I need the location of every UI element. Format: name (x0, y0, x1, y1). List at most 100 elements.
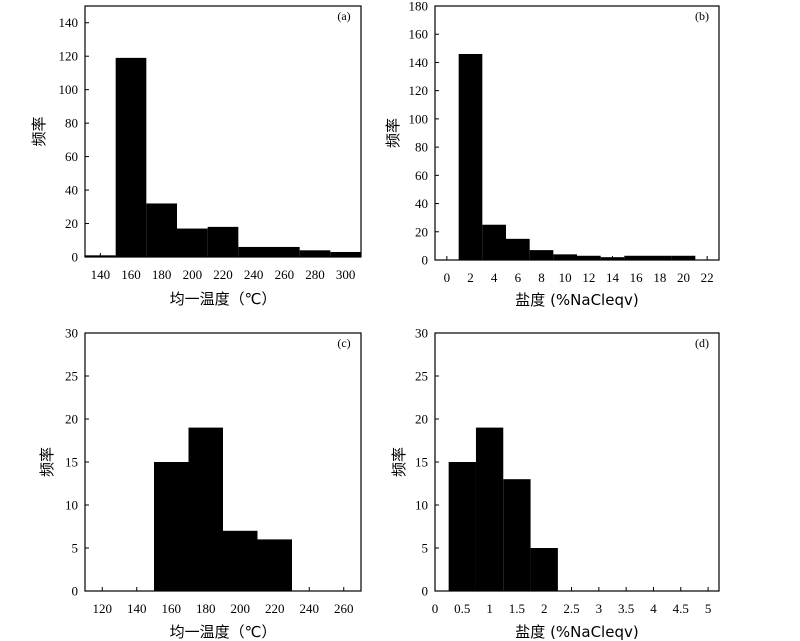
panel-d-bar-2 (503, 479, 531, 591)
panel-d-bar-0 (448, 462, 476, 591)
panel-b-y-tick-label-9: 180 (409, 0, 429, 14)
panel-c-x-tick-label-4: 200 (231, 601, 251, 616)
panel-a-x-tick-label-5: 240 (244, 267, 264, 282)
panel-c-y-axis-title: 频率 (38, 447, 56, 477)
panel-a-bar-3 (177, 228, 208, 257)
panel-d-y-axis: 0 5 10 15 20 25 30 (415, 326, 439, 599)
panel-d-bars (448, 427, 558, 591)
panel-b-y-tick-label-3: 60 (415, 168, 428, 183)
panel-d-x-tick-label-1: 0.5 (454, 601, 470, 616)
panel-d-x-tick-label-9: 4.5 (673, 601, 689, 616)
panel-b-x-tick-label-7: 14 (606, 270, 620, 285)
panel-a-x-tick-label-4: 220 (213, 267, 233, 282)
panel-c-x-axis: 120 140 160 180 200 220 240 260 (93, 587, 354, 616)
panel-a-bar-6 (269, 246, 300, 257)
panel-b-x-tick-label-0: 0 (444, 270, 451, 285)
panel-a-y-tick-label-4: 80 (65, 116, 78, 131)
panel-b-x-tick-label-2: 4 (491, 270, 498, 285)
panel-c-y-tick-label-4: 20 (65, 412, 78, 427)
panel-a-x-axis-title: 均一温度（℃） (170, 290, 277, 308)
panel-a-y-tick-label-0: 0 (72, 250, 79, 265)
panel-c-x-axis-title: 均一温度（℃） (170, 623, 277, 641)
panel-c-y-tick-label-5: 25 (65, 369, 78, 384)
panel-a-y-tick-label-2: 40 (65, 183, 78, 198)
panel-b-x-tick-label-5: 10 (559, 270, 572, 285)
panel-d-x-tick-label-4: 2 (541, 601, 548, 616)
panel-b-y-tick-label-1: 20 (415, 224, 428, 239)
panel-c-x-tick-label-6: 240 (300, 601, 320, 616)
panel-b-y-tick-label-7: 140 (409, 55, 429, 70)
panel-a-bars (85, 57, 361, 257)
panel-a-x-tick-label-8: 300 (336, 267, 356, 282)
panel-b-bar-3 (529, 250, 554, 260)
panel-d-y-tick-label-6: 30 (415, 326, 428, 341)
panel-a-y-tick-label-7: 140 (59, 15, 79, 30)
panel-a-y-tick-label-6: 120 (59, 49, 79, 64)
panel-d-y-tick-label-1: 5 (422, 541, 429, 556)
panel-a-x-tick-label-3: 200 (183, 267, 203, 282)
panel-c-x-tick-label-1: 140 (127, 601, 147, 616)
panel-d-x-tick-label-6: 3 (596, 601, 603, 616)
panel-c-x-tick-label-2: 160 (162, 601, 182, 616)
panel-c-bar-1 (188, 427, 223, 591)
panel-d-x-tick-label-10: 5 (705, 601, 712, 616)
panel-a-label: (a) (337, 9, 350, 23)
panel-a-bar-1 (115, 57, 147, 257)
panel-a-bar-2 (146, 203, 177, 257)
panel-b-x-tick-label-8: 16 (630, 270, 644, 285)
panel-d-y-tick-label-5: 25 (415, 369, 428, 384)
panel-b-y-axis-title: 频率 (384, 118, 402, 148)
panel-b-y-tick-label-0: 0 (422, 253, 429, 268)
panel-d-x-tick-label-3: 1.5 (509, 601, 525, 616)
panel-b-x-tick-label-1: 2 (467, 270, 474, 285)
panel-a-y-tick-label-1: 20 (65, 216, 78, 231)
panel-b-bars (458, 53, 696, 260)
panel-d-x-tick-label-2: 1 (486, 601, 493, 616)
panel-b-bar-1 (482, 224, 506, 260)
panel-d: 0 5 10 15 20 25 30 0 0.5 1 1.5 2 2.5 3 3.5 4 4.5 5 (d) 盐… (390, 326, 720, 641)
panel-b-bar-2 (506, 238, 530, 260)
panel-c-bar-3 (257, 539, 292, 591)
panel-a: 0 20 40 60 80 100 120 140 140 160 180 200 220 240 260… (30, 5, 362, 308)
panel-b-y-tick-label-8: 160 (409, 27, 429, 42)
panel-b-y-tick-label-5: 100 (409, 111, 429, 126)
panel-b-y-axis: 0 20 40 60 80 100 120 140 160 180 (409, 0, 439, 268)
panel-c-x-tick-label-7: 260 (334, 601, 354, 616)
panel-a-x-tick-label-2: 180 (152, 267, 172, 282)
panel-b-y-tick-label-4: 80 (415, 140, 428, 155)
panel-b-x-tick-label-9: 18 (653, 270, 666, 285)
panel-b-x-tick-label-3: 6 (515, 270, 522, 285)
panel-d-bar-3 (530, 548, 558, 591)
panel-d-y-axis-title: 频率 (390, 447, 408, 477)
panel-c-label: (c) (337, 336, 350, 350)
panel-c-bars (154, 427, 292, 591)
panel-d-x-tick-label-7: 3.5 (618, 601, 634, 616)
panel-d-label: (d) (695, 336, 709, 350)
panel-a-y-axis: 0 20 40 60 80 100 120 140 (59, 15, 89, 265)
panel-c-y-tick-label-0: 0 (72, 584, 79, 599)
panel-b-frame (434, 5, 720, 261)
panel-a-y-axis-title: 频率 (30, 116, 48, 146)
panel-d-x-axis: 0 0.5 1 1.5 2 2.5 3 3.5 4 4.5 5 (432, 587, 712, 616)
panel-b-x-axis-title: 盐度 (%NaCleqv) (515, 291, 638, 309)
panel-d-bar-1 (475, 427, 504, 591)
panel-d-x-tick-label-0: 0 (432, 601, 439, 616)
panel-a-x-tick-label-7: 280 (305, 267, 325, 282)
panel-d-y-tick-label-2: 10 (415, 498, 428, 513)
panel-b-x-tick-label-4: 8 (538, 270, 545, 285)
panel-c-x-tick-label-0: 120 (93, 601, 113, 616)
panel-b-x-tick-label-10: 20 (677, 270, 690, 285)
panel-d-x-axis-title: 盐度 (%NaCleqv) (515, 623, 638, 641)
panel-b: 0 20 40 60 80 100 120 140 160 180 0 2 4 6 8 10 12 14 16 18… (384, 0, 720, 309)
panel-b-bar-0 (458, 53, 483, 260)
panel-c-x-tick-label-5: 220 (265, 601, 285, 616)
panel-b-label: (b) (695, 9, 709, 23)
panel-a-bar-5 (238, 246, 269, 257)
panel-b-y-tick-label-6: 120 (409, 83, 429, 98)
panel-a-bar-4 (207, 226, 239, 257)
panel-c-y-tick-label-3: 15 (65, 455, 78, 470)
panel-d-y-tick-label-0: 0 (422, 584, 429, 599)
panel-c-bar-0 (154, 462, 189, 591)
panel-b-y-tick-label-2: 40 (415, 196, 428, 211)
